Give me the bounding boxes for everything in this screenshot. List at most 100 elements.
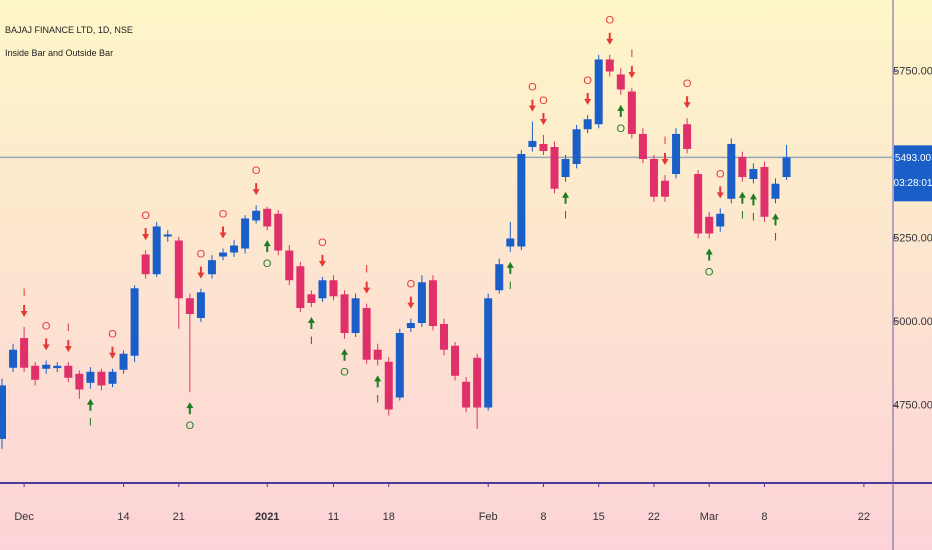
buy-arrow: [263, 240, 271, 253]
candle-body: [252, 210, 261, 221]
signal-label: I: [67, 322, 70, 334]
x-tick-label: Feb: [479, 511, 498, 523]
x-tick-label: 2021: [255, 511, 279, 523]
buy-arrow: [749, 193, 757, 206]
signal-label: I: [89, 417, 92, 429]
x-tick-label: 14: [117, 511, 129, 523]
candle-body: [263, 208, 272, 227]
buy-arrow: [617, 104, 625, 117]
x-tick-label: Mar: [700, 511, 719, 523]
candle-body: [782, 157, 791, 178]
candle-body: [561, 158, 570, 178]
candle-body: [638, 133, 647, 159]
candle-body: [727, 143, 736, 199]
x-tick-label: 21: [173, 511, 185, 523]
candle-body: [53, 365, 62, 369]
candle-body: [683, 124, 692, 149]
candle-body: [428, 280, 437, 327]
candle-body: [207, 260, 216, 275]
signal-label: O: [318, 237, 327, 249]
price-label-box: [894, 145, 932, 202]
signal-label: O: [617, 123, 626, 135]
candle-body: [672, 133, 681, 175]
buy-arrow: [374, 375, 382, 388]
candle-body: [649, 158, 658, 197]
candle-body: [274, 213, 283, 251]
sell-arrow: [584, 92, 592, 105]
candle-body: [528, 140, 537, 147]
signal-label: O: [219, 208, 228, 220]
signal-label: I: [376, 393, 379, 405]
sell-arrow: [661, 153, 669, 166]
candle-body: [285, 250, 294, 281]
candle-body: [605, 59, 614, 72]
candle-body: [661, 180, 669, 197]
y-tick-label: 5250.00: [893, 232, 932, 244]
candle-body: [329, 280, 338, 297]
candle-body: [296, 266, 305, 308]
sell-arrow: [716, 186, 724, 199]
buy-arrow: [86, 398, 94, 411]
candle-body: [340, 294, 349, 334]
candle-body: [395, 333, 404, 398]
sell-arrow: [606, 32, 614, 45]
candle-body: [86, 371, 95, 383]
candle-body: [318, 280, 327, 299]
signal-label: O: [539, 95, 548, 107]
sell-arrow: [683, 96, 691, 109]
sell-arrow: [628, 66, 636, 79]
buy-arrow: [705, 248, 713, 261]
signal-label: O: [108, 329, 117, 341]
x-tick-label: 8: [540, 511, 546, 523]
candle-body: [495, 264, 504, 291]
candle-body: [174, 240, 183, 299]
signal-label: O: [583, 75, 592, 87]
candle-body: [484, 298, 493, 408]
signal-label: O: [716, 168, 725, 180]
x-tick-label: 11: [328, 511, 339, 523]
last-price-label: 5493.00: [895, 153, 932, 164]
candle-body: [108, 371, 117, 384]
candle-body: [185, 298, 194, 314]
candle-body: [163, 234, 172, 237]
sell-arrow: [42, 338, 50, 351]
x-tick-label: 22: [858, 511, 870, 523]
candle-body: [517, 153, 526, 247]
sell-arrow: [142, 228, 150, 241]
signal-label: I: [774, 231, 777, 243]
signal-label: O: [197, 249, 206, 261]
candle-body: [716, 213, 725, 227]
sell-arrow: [252, 183, 260, 196]
candle-body: [694, 174, 703, 234]
signal-label: I: [741, 210, 744, 222]
x-tick-label: 18: [383, 511, 395, 523]
sell-arrow: [197, 266, 205, 279]
candle-body: [362, 307, 371, 360]
signal-label: O: [340, 367, 349, 379]
sell-arrow: [219, 226, 227, 239]
signal-label: I: [365, 264, 368, 276]
candle-body: [440, 324, 448, 350]
signal-label: O: [252, 165, 261, 177]
candle-body: [373, 349, 382, 360]
candle-body: [705, 216, 714, 234]
candle-body: [351, 298, 360, 334]
x-tick-label: 15: [593, 511, 605, 523]
sell-arrow: [20, 305, 28, 318]
y-tick-label: 4750.00: [893, 399, 932, 411]
candle-body: [473, 357, 482, 408]
countdown: 03:28:01: [894, 178, 932, 189]
x-tick-label: 22: [648, 511, 660, 523]
signal-label: I: [663, 135, 666, 147]
sell-arrow: [363, 281, 371, 294]
candle-body: [616, 74, 625, 90]
candle-body: [0, 385, 6, 439]
y-tick-label: 5750.00: [893, 65, 932, 77]
candle-body: [771, 183, 780, 199]
candle-body: [760, 167, 769, 217]
signal-label: O: [407, 279, 416, 291]
signal-label: I: [509, 280, 512, 292]
